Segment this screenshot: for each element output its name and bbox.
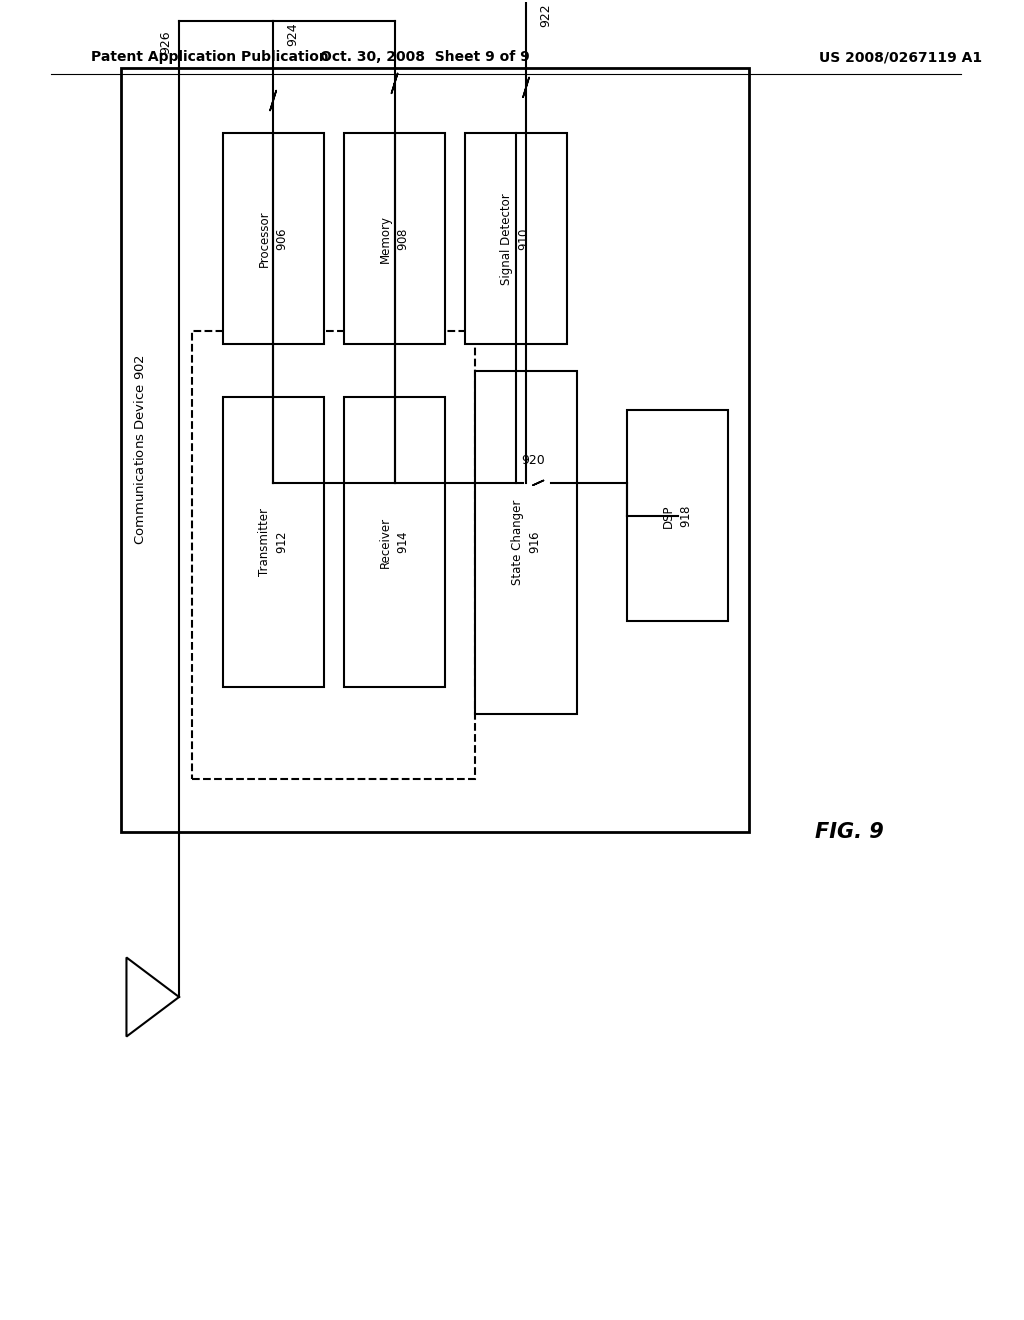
Text: Oct. 30, 2008  Sheet 9 of 9: Oct. 30, 2008 Sheet 9 of 9 bbox=[321, 50, 529, 63]
Text: Memory
$\it{908}$: Memory $\it{908}$ bbox=[379, 215, 410, 263]
Text: DSP
$\it{918}$: DSP $\it{918}$ bbox=[663, 504, 693, 528]
Text: US 2008/0267119 A1: US 2008/0267119 A1 bbox=[819, 50, 983, 63]
Bar bbox=[344, 133, 445, 345]
Bar bbox=[193, 331, 475, 780]
Text: Transmitter
$\it{912}$: Transmitter $\it{912}$ bbox=[258, 508, 289, 576]
Bar bbox=[122, 67, 749, 832]
Bar bbox=[344, 397, 445, 688]
Text: 920: 920 bbox=[521, 454, 545, 467]
Text: Processor
$\it{906}$: Processor $\it{906}$ bbox=[258, 211, 289, 267]
Text: Patent Application Publication: Patent Application Publication bbox=[91, 50, 329, 63]
Text: FIG. 9: FIG. 9 bbox=[815, 822, 884, 842]
Text: Signal Detector
$\it{910}$: Signal Detector $\it{910}$ bbox=[501, 193, 531, 285]
Bar bbox=[628, 411, 728, 622]
Text: Communications Device $\it{902}$: Communications Device $\it{902}$ bbox=[133, 354, 146, 545]
Text: State Changer
$\it{916}$: State Changer $\it{916}$ bbox=[511, 499, 542, 585]
Text: 922: 922 bbox=[540, 3, 552, 26]
Bar bbox=[475, 371, 577, 714]
Text: 924: 924 bbox=[287, 22, 299, 46]
Bar bbox=[222, 397, 324, 688]
Text: Receiver
$\it{914}$: Receiver $\it{914}$ bbox=[379, 516, 410, 568]
Bar bbox=[465, 133, 566, 345]
Text: 926: 926 bbox=[159, 30, 172, 54]
Bar bbox=[222, 133, 324, 345]
